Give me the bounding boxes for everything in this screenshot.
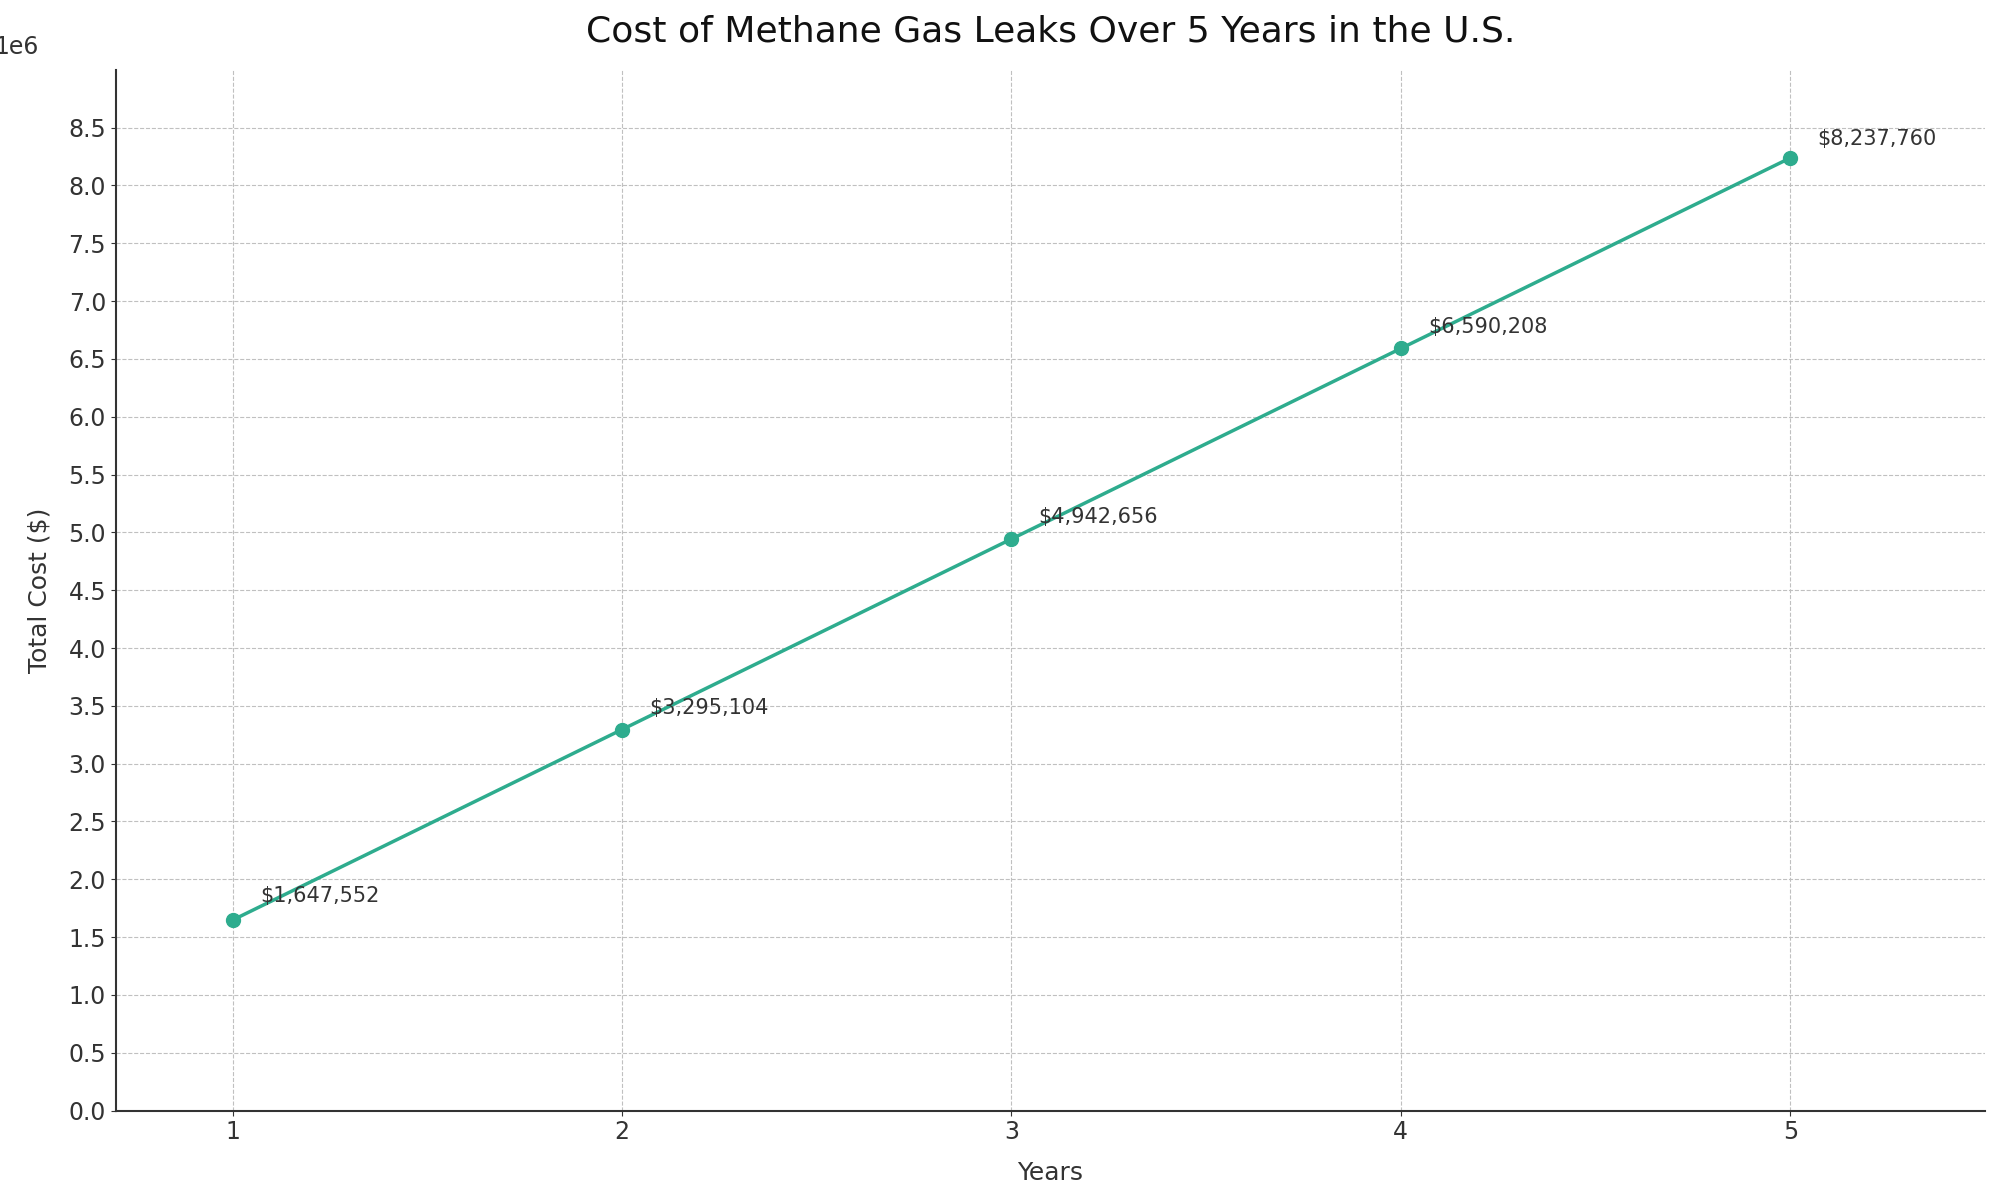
Title: Cost of Methane Gas Leaks Over 5 Years in the U.S.: Cost of Methane Gas Leaks Over 5 Years i… [586, 14, 1516, 49]
Text: $6,590,208: $6,590,208 [1428, 317, 1548, 337]
Y-axis label: Total Cost ($): Total Cost ($) [28, 508, 52, 673]
X-axis label: Years: Years [1018, 1160, 1084, 1184]
Text: 1e6: 1e6 [0, 35, 38, 59]
Text: $8,237,760: $8,237,760 [1818, 128, 1936, 149]
Text: $1,647,552: $1,647,552 [260, 886, 380, 906]
Text: $4,942,656: $4,942,656 [1038, 508, 1158, 528]
Text: $3,295,104: $3,295,104 [650, 698, 768, 718]
